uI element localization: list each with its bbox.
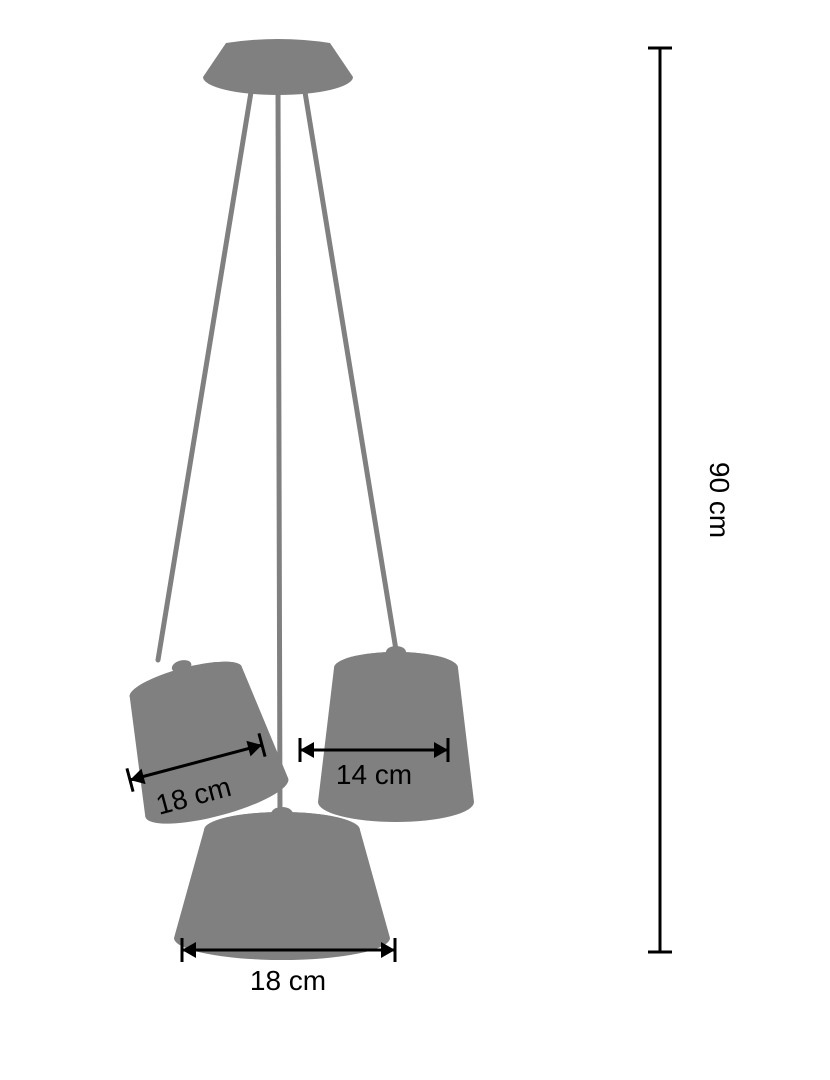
lamp-dimension-diagram: 90 cm18 cm14 cm18 cm <box>0 0 830 1080</box>
shade-right-width-label: 14 cm <box>336 759 412 790</box>
cord-3 <box>304 86 396 650</box>
shade-front-width-label: 18 cm <box>250 965 326 996</box>
pendant-lamp-silhouette <box>109 39 474 960</box>
cord-1 <box>158 86 252 660</box>
height-dimension-label: 90 cm <box>704 462 735 538</box>
shade-right <box>318 646 474 822</box>
cord-2 <box>278 86 280 820</box>
height-dimension <box>648 48 672 952</box>
shade-front <box>174 807 390 960</box>
